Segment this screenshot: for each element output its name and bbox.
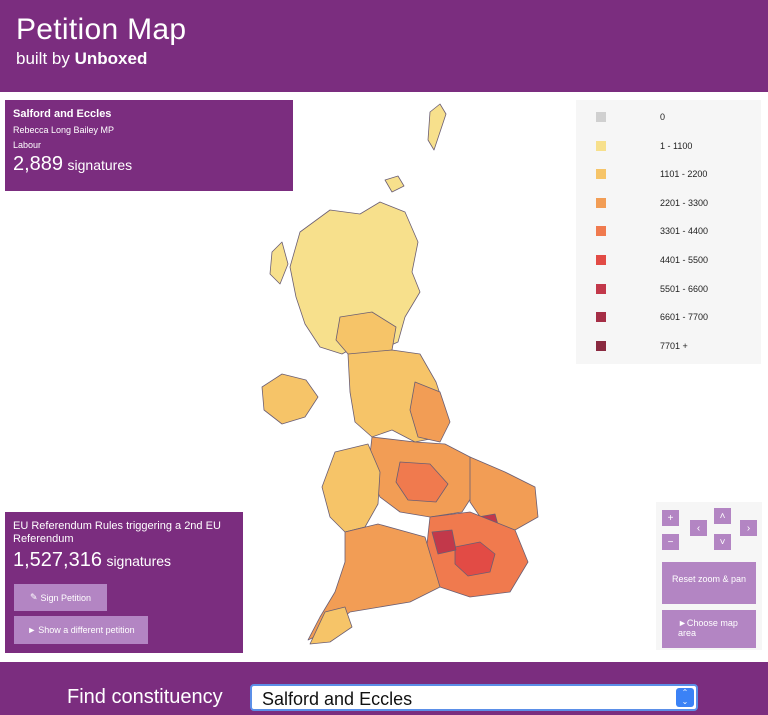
midlands-core [395,461,449,503]
choose-map-area-button[interactable]: ►Choose map area [662,610,756,648]
constituency-name: Salford and Eccles [13,108,112,120]
legend-item: 3301 - 4400 [576,224,761,238]
sign-petition-label: Sign Petition [40,592,92,603]
constituency-signature-label: signatures [67,157,133,173]
pencil-icon: ✎ [29,592,38,602]
legend-item: 6601 - 7700 [576,310,761,324]
petition-signature-label: signatures [106,553,172,569]
legend-item: 0 [576,110,761,124]
constituency-mp: Rebecca Long Bailey MP [13,125,115,135]
legend-item: 4401 - 5500 [576,253,761,267]
sign-petition-button[interactable]: ✎ Sign Petition [14,584,107,611]
legend-label: 2201 - 3300 [660,197,709,208]
legend-item: 5501 - 6600 [576,282,761,296]
legend-item: 1 - 1100 [576,139,761,153]
play-icon: ► [27,625,37,635]
petition-panel: EU Referendum Rules triggering a 2nd EU … [5,512,243,653]
legend-label: 7701 + [660,340,688,351]
legend-label: 1 - 1100 [660,140,693,151]
zoom-in-button[interactable]: + [662,510,679,526]
show-petition-label: Show a different petition [38,625,135,635]
legend-label: 4401 - 5500 [660,255,709,265]
pan-left-button[interactable]: ‹ [690,520,707,536]
wales-region [321,443,381,533]
petition-signatures: 1,527,316 signatures [13,549,235,572]
legend-swatch [596,340,606,351]
pan-down-button[interactable]: ˅ [714,534,731,550]
legend-swatch [596,197,606,208]
constituency-select[interactable]: Salford and Eccles ⌃ ⌄ [250,684,698,711]
legend-item: 2201 - 3300 [576,196,761,210]
shetland-region [427,103,447,151]
page-title: Petition Map [16,13,187,46]
north-england-east [409,381,451,443]
legend-label: 1101 - 2200 [660,169,708,180]
legend-label: 3301 - 4400 [660,226,709,237]
hebrides-region [269,241,289,285]
legend-item: 7701 + [576,339,761,353]
pan-right-button[interactable]: › [740,520,757,536]
constituency-signatures: 2,889 signatures [13,153,285,176]
uk-map-svg[interactable] [0,92,768,662]
map-controls: + − ˄ ‹ › ˅ Reset zoom & pan ►Choose map… [656,502,762,650]
oxford-hotspot [431,529,457,555]
page-subtitle: built by Unboxed [16,49,147,69]
legend-item: 1101 - 2200 [576,167,761,181]
legend-swatch [596,112,606,122]
page-header: Petition Map built by Unboxed [0,0,768,92]
petition-signature-count: 1,527,316 [13,549,102,571]
find-constituency-label: Find constituency [67,686,223,708]
constituency-signature-count: 2,889 [13,153,64,175]
cornwall-region [309,606,353,645]
northern-ireland-region [261,373,319,425]
legend-label: 5501 - 6600 [660,283,709,294]
constituency-party: Labour [13,140,42,150]
constituency-select-value: Salford and Eccles [262,689,413,709]
brand-link[interactable]: Unboxed [74,49,148,68]
east-anglia-region [469,456,539,531]
pan-up-button[interactable]: ˄ [714,508,731,524]
zoom-out-button[interactable]: − [662,534,679,550]
orkney-region [384,175,405,193]
subtitle-prefix: built by [16,49,70,68]
petition-title: EU Referendum Rules triggering a 2nd EU … [13,520,221,545]
select-chevron-icon: ⌃ ⌄ [676,688,694,707]
reset-zoom-button[interactable]: Reset zoom & pan [662,562,756,604]
map-legend: 0 1 - 1100 1101 - 2200 2201 - 3300 3301 - 44… [576,100,761,364]
scotland-region [289,201,421,355]
legend-swatch [596,226,606,237]
legend-label: 6601 - 7700 [660,312,709,323]
legend-swatch [596,169,606,180]
constituency-info-panel: Salford and Eccles Rebecca Long Bailey M… [5,100,293,191]
show-different-petition-button[interactable]: ► Show a different petition [14,616,148,644]
legend-swatch [596,312,606,323]
legend-swatch [596,283,606,294]
legend-swatch [596,255,606,265]
legend-label: 0 [660,112,666,122]
legend-swatch [596,140,606,151]
london-region [454,541,496,577]
